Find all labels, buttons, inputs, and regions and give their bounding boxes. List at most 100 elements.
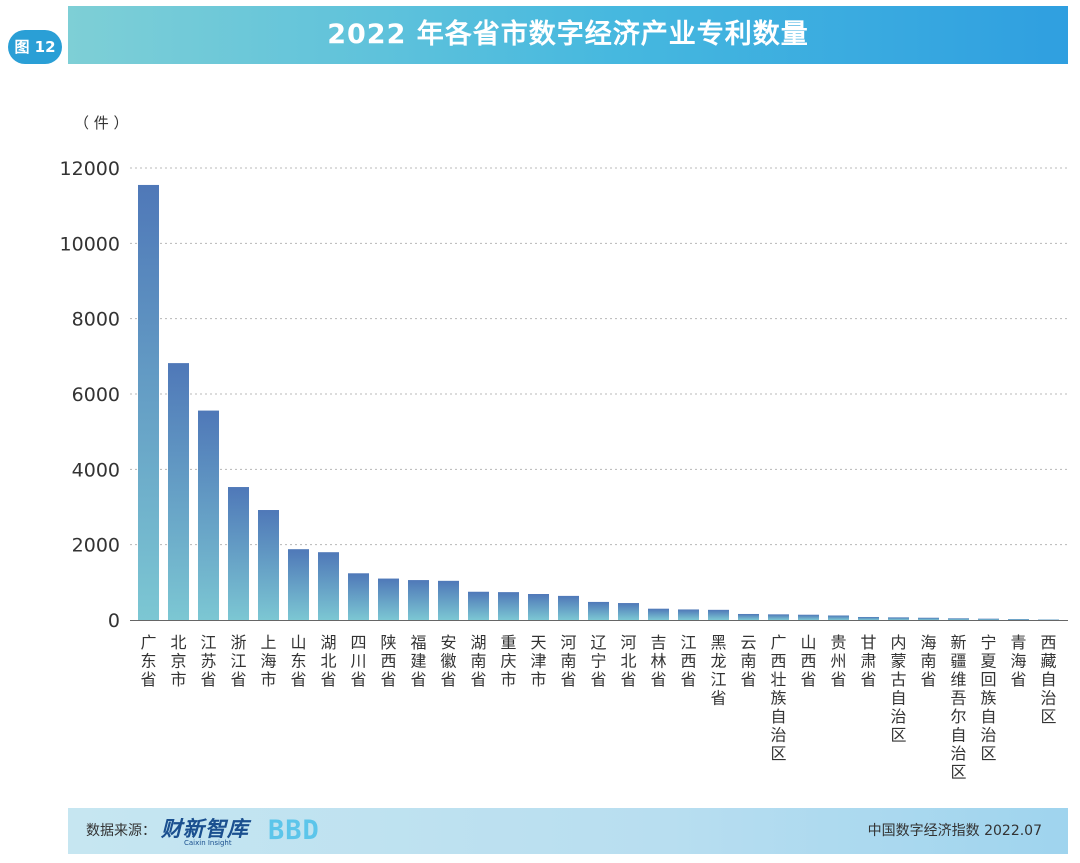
x-tick-label-河南省-0: 河: [560, 633, 576, 652]
x-tick-label-江苏省-2: 省: [200, 670, 216, 689]
y-tick-label-0: 0: [108, 610, 120, 632]
x-tick-label-福建省-0: 福: [410, 633, 426, 652]
bar-内蒙古自治区: [888, 617, 909, 620]
x-tick-label-贵州省-0: 贵: [830, 633, 846, 652]
x-tick-label-内蒙古自治区-3: 自: [890, 689, 906, 708]
bbd-logo: BBD: [268, 815, 320, 846]
x-tick-label-湖南省-1: 南: [470, 652, 486, 671]
x-tick-label-北京市-2: 市: [170, 670, 186, 689]
x-tick-label-陕西省-1: 西: [380, 652, 396, 671]
x-tick-label-广西壮族自治区-6: 区: [770, 744, 786, 763]
x-tick-label-内蒙古自治区-0: 内: [890, 633, 906, 652]
x-tick-label-安徽省-1: 徽: [440, 652, 456, 671]
x-tick-label-甘肃省-1: 肃: [860, 652, 876, 671]
x-tick-label-云南省-1: 南: [740, 652, 756, 671]
x-tick-label-吉林省-1: 林: [650, 652, 666, 671]
x-tick-label-湖北省-0: 湖: [320, 633, 336, 652]
x-tick-label-宁夏回族自治区-2: 回: [980, 670, 996, 689]
x-tick-label-西藏自治区-3: 治: [1040, 689, 1056, 708]
x-tick-label-安徽省-2: 省: [440, 670, 456, 689]
bar-贵州省: [828, 615, 849, 620]
x-tick-label-内蒙古自治区-1: 蒙: [890, 652, 906, 671]
x-tick-label-山东省-0: 山: [290, 633, 306, 652]
bar-江苏省: [198, 410, 219, 620]
x-tick-label-天津市-1: 津: [530, 652, 546, 671]
y-tick-label-2000: 2000: [72, 535, 120, 557]
x-tick-label-山西省-2: 省: [800, 670, 816, 689]
bar-重庆市: [498, 592, 519, 620]
x-tick-label-广西壮族自治区-1: 西: [770, 652, 786, 671]
x-tick-label-海南省-1: 南: [920, 652, 936, 671]
x-tick-label-上海市-2: 市: [260, 670, 276, 689]
x-tick-label-上海市-0: 上: [260, 633, 276, 652]
x-tick-label-重庆市-2: 市: [500, 670, 516, 689]
x-tick-label-青海省-2: 省: [1010, 670, 1026, 689]
x-tick-label-辽宁省-0: 辽: [590, 633, 606, 652]
x-tick-label-甘肃省-0: 甘: [860, 633, 876, 652]
chart-title: 2022 年各省市数字经济产业专利数量: [68, 6, 1068, 64]
x-tick-label-福建省-1: 建: [410, 652, 426, 671]
bar-上海市: [258, 510, 279, 620]
x-tick-label-上海市-1: 海: [260, 652, 276, 671]
x-tick-label-浙江省-1: 江: [230, 652, 246, 671]
x-tick-label-江西省-2: 省: [680, 670, 696, 689]
x-tick-label-湖南省-0: 湖: [470, 633, 486, 652]
bar-湖南省: [468, 591, 489, 620]
x-tick-label-青海省-1: 海: [1010, 652, 1026, 671]
x-tick-label-北京市-1: 京: [170, 652, 186, 671]
x-tick-label-宁夏回族自治区-0: 宁: [980, 633, 996, 652]
bar-海南省: [918, 617, 939, 620]
x-tick-label-新疆维吾尔自治区-7: 区: [950, 763, 966, 782]
x-tick-label-黑龙江省-0: 黑: [710, 633, 726, 652]
grid-layer: [130, 167, 1068, 546]
x-tick-label-重庆市-0: 重: [500, 633, 516, 652]
x-tick-label-青海省-0: 青: [1010, 633, 1026, 652]
y-tick-label-12000: 12000: [60, 158, 120, 180]
x-tick-label-新疆维吾尔自治区-6: 治: [950, 744, 966, 763]
bar-广东省: [138, 184, 159, 620]
y-tick-label-10000: 10000: [60, 233, 120, 255]
bar-福建省: [408, 580, 429, 620]
x-tick-label-宁夏回族自治区-6: 区: [980, 744, 996, 763]
x-tick-label-山东省-2: 省: [290, 670, 306, 689]
bar-辽宁省: [588, 601, 609, 620]
x-tick-label-浙江省-2: 省: [230, 670, 246, 689]
x-tick-label-山西省-0: 山: [800, 633, 816, 652]
x-tick-label-广西壮族自治区-4: 自: [770, 707, 786, 726]
x-tick-label-福建省-2: 省: [410, 670, 426, 689]
x-tick-label-广西壮族自治区-0: 广: [770, 633, 786, 652]
bar-甘肃省: [858, 616, 879, 620]
bar-北京市: [168, 363, 189, 620]
x-tick-label-新疆维吾尔自治区-3: 吾: [950, 689, 966, 708]
x-tick-label-西藏自治区-1: 藏: [1040, 652, 1056, 671]
bar-四川省: [348, 573, 369, 620]
x-tick-label-贵州省-1: 州: [830, 652, 846, 671]
footer-bar: 数据来源： 财新智库 Caixin Insight BBD 中国数字经济指数 2…: [68, 808, 1068, 854]
x-tick-label-新疆维吾尔自治区-0: 新: [950, 633, 966, 652]
x-tick-label-甘肃省-2: 省: [860, 670, 876, 689]
index-label: 中国数字经济指数 2022.07: [867, 823, 1042, 839]
x-tick-label-江苏省-1: 苏: [200, 652, 216, 671]
bar-云南省: [738, 613, 759, 620]
bar-安徽省: [438, 580, 459, 620]
bar-河南省: [558, 595, 579, 620]
x-tick-label-吉林省-2: 省: [650, 670, 666, 689]
bar-广西壮族自治区: [768, 614, 789, 620]
x-tick-label-湖北省-1: 北: [320, 652, 336, 671]
y-tick-label-8000: 8000: [72, 309, 120, 331]
x-tick-label-河南省-1: 南: [560, 652, 576, 671]
x-tick-label-云南省-0: 云: [740, 633, 756, 652]
x-tick-label-新疆维吾尔自治区-5: 自: [950, 726, 966, 745]
x-tick-label-江西省-0: 江: [680, 633, 696, 652]
x-tick-label-辽宁省-1: 宁: [590, 652, 606, 671]
x-tick-label-江西省-1: 西: [680, 652, 696, 671]
x-tick-label-河北省-2: 省: [620, 670, 636, 689]
x-tick-label-安徽省-0: 安: [440, 633, 456, 652]
axis-layer: （ 件 ） 0 2000 4000 6000 8000 10000 12000: [60, 114, 1068, 632]
x-tick-label-广西壮族自治区-3: 族: [770, 689, 786, 708]
bar-陕西省: [378, 578, 399, 620]
x-tick-label-河北省-1: 北: [620, 652, 636, 671]
bar-西藏自治区: [1038, 619, 1059, 620]
x-tick-label-贵州省-2: 省: [830, 670, 846, 689]
